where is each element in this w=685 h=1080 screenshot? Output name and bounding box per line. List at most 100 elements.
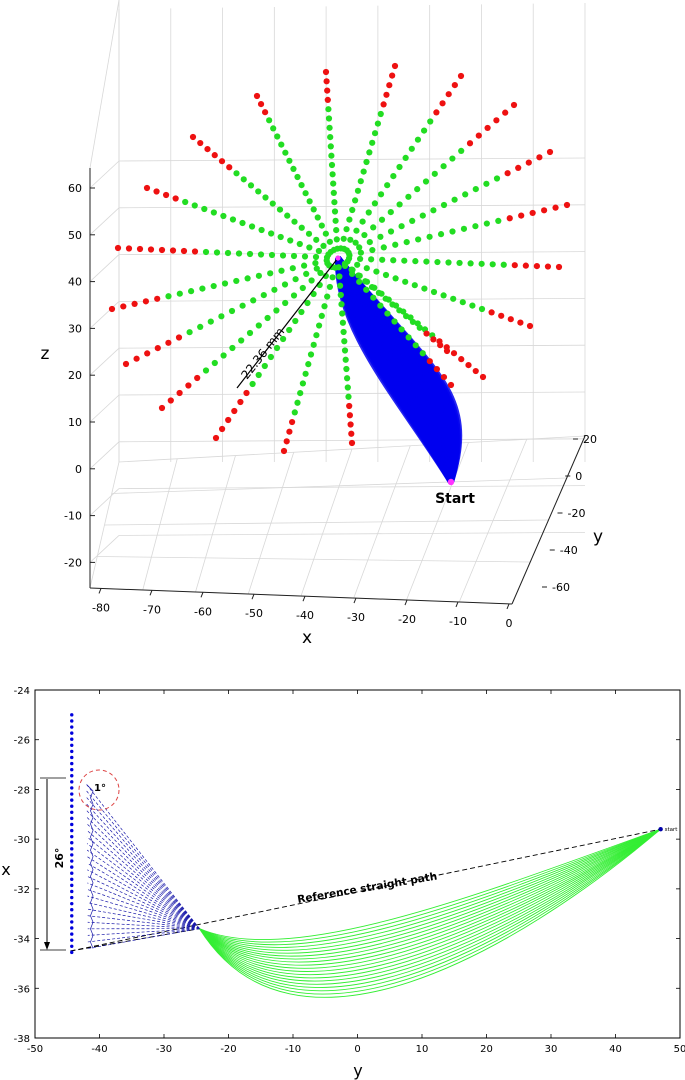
unreachable-point	[440, 373, 448, 381]
reachable-point	[306, 244, 313, 251]
reachable-point	[201, 205, 208, 213]
dot	[70, 944, 74, 948]
reachable-point	[322, 230, 329, 237]
unreachable-point	[450, 350, 458, 357]
reachable-point	[440, 163, 447, 170]
y-tick-label: -34	[14, 935, 30, 946]
unreachable-point	[153, 188, 160, 195]
unreachable-point	[262, 109, 269, 116]
unreachable-point	[433, 366, 440, 373]
dot	[70, 871, 74, 875]
green-path	[199, 828, 661, 995]
reachable-point	[390, 173, 397, 180]
reachable-point	[462, 191, 469, 198]
reachable-point	[459, 299, 466, 306]
x-tick-label: 50	[674, 1044, 685, 1055]
reachable-point	[220, 352, 227, 359]
unreachable-point	[457, 72, 465, 80]
reachable-point	[342, 356, 349, 363]
unreachable-point	[346, 412, 353, 419]
reachable-point	[291, 409, 298, 416]
z-tick-label: -20	[64, 556, 82, 569]
reachable-point	[402, 278, 409, 285]
reachable-point	[369, 139, 376, 146]
trajectories	[334, 256, 463, 484]
unreachable-point	[391, 62, 399, 70]
dot	[70, 774, 74, 778]
unreachable-point	[131, 300, 138, 307]
reachable-point	[411, 282, 418, 289]
x-tick	[251, 594, 255, 600]
unreachable-point	[191, 248, 199, 255]
x-tick-label: -70	[143, 603, 161, 616]
reachable-point	[306, 198, 313, 205]
reachable-point	[325, 106, 332, 113]
fan-line	[87, 869, 200, 929]
grid-line	[89, 441, 120, 470]
x-tick	[200, 592, 204, 598]
fan-line	[87, 895, 200, 929]
y-axis-label-3d: y	[593, 527, 603, 547]
reachable-point	[186, 329, 193, 336]
reachable-point	[249, 380, 256, 388]
fan-line	[86, 790, 200, 929]
reachable-point	[221, 280, 229, 287]
reachable-point	[291, 218, 298, 225]
reachable-point	[330, 180, 337, 187]
reachable-point	[472, 186, 479, 193]
reachable-point	[458, 147, 465, 154]
reachable-point	[403, 313, 410, 320]
unreachable-point	[158, 404, 166, 412]
unreachable-point	[488, 309, 495, 316]
start-label-2d: start	[665, 827, 679, 833]
reachable-point	[250, 297, 257, 304]
fan-line	[87, 876, 200, 929]
reachable-point	[347, 236, 354, 243]
green-path	[199, 828, 661, 957]
reachable-point	[346, 216, 353, 223]
unreachable-point	[185, 382, 192, 389]
reachable-point	[299, 380, 306, 387]
angle-total-label: 26°	[53, 848, 66, 869]
unreachable-point	[114, 244, 122, 252]
reachable-point	[389, 301, 396, 308]
reachable-point	[321, 303, 328, 310]
reachable-point	[343, 365, 350, 373]
grid-line	[89, 394, 120, 423]
reachable-point	[331, 208, 339, 215]
unreachable-point	[515, 164, 522, 171]
reachable-point	[361, 231, 368, 239]
unreachable-point	[536, 154, 543, 161]
reachable-point	[258, 226, 265, 234]
reachable-point	[322, 272, 329, 280]
unreachable-point	[286, 428, 293, 435]
reachable-point	[387, 209, 394, 216]
reachable-point	[176, 290, 183, 297]
x-tick-label: 10	[416, 1044, 429, 1055]
grid-line	[89, 488, 120, 516]
unreachable-point	[563, 201, 571, 209]
unreachable-point	[324, 96, 331, 103]
unreachable-point	[479, 373, 487, 381]
unreachable-point	[243, 389, 250, 397]
reachable-point	[387, 228, 395, 235]
reachable-point	[278, 267, 285, 274]
reachable-point	[314, 214, 321, 221]
green-path	[199, 828, 661, 963]
reachable-point	[416, 324, 423, 331]
reachable-point	[430, 207, 437, 214]
reachable-point	[500, 261, 507, 268]
reachable-point	[332, 217, 339, 224]
unreachable-point	[484, 124, 491, 132]
unreachable-point	[231, 407, 238, 415]
green-path	[199, 828, 661, 969]
green-path	[199, 828, 661, 954]
unreachable-point	[283, 438, 290, 445]
dot	[70, 877, 74, 881]
reachable-point	[277, 233, 284, 241]
reachable-point	[262, 194, 269, 201]
unreachable-point	[211, 152, 218, 159]
reachable-point	[375, 289, 382, 296]
reachable-point	[182, 198, 189, 206]
grid-line	[89, 207, 120, 236]
